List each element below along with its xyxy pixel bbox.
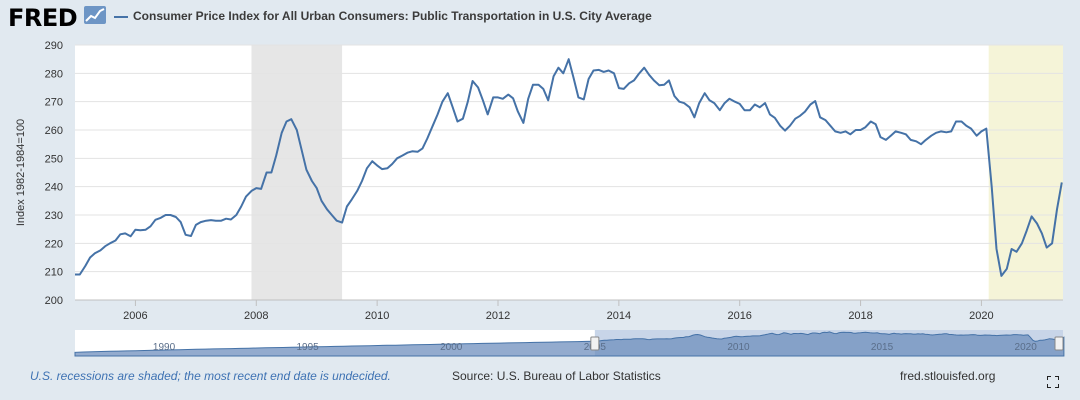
y-tick-label: 210 (45, 267, 63, 279)
chart-title: Consumer Price Index for All Urban Consu… (133, 9, 652, 23)
navigator-tick-label: 2000 (440, 342, 463, 353)
y-tick-label: 260 (45, 125, 63, 137)
y-tick-label: 280 (45, 68, 63, 80)
y-tick-label: 290 (45, 40, 63, 52)
y-axis-label: Index 1982-1984=100 (15, 119, 27, 226)
navigator-tick-label: 2015 (871, 342, 894, 353)
x-tick-label: 2010 (365, 310, 389, 322)
fullscreen-icon[interactable] (1047, 376, 1059, 388)
y-tick-label: 230 (45, 210, 63, 222)
y-tick-label: 200 (45, 295, 63, 307)
navigator-handle[interactable] (1054, 336, 1064, 351)
navigator-tick-label: 1995 (297, 342, 320, 353)
navigator[interactable]: 1990199520002005201020152020 (74, 330, 1065, 357)
y-tick-label: 220 (45, 238, 63, 250)
x-tick-label: 2006 (123, 310, 147, 322)
series-line (75, 58, 1063, 277)
x-tick-label: 2020 (969, 310, 993, 322)
navigator-series-area (74, 331, 1065, 357)
recession-note: U.S. recessions are shaded; the most rec… (30, 369, 391, 383)
y-tick-label: 270 (45, 97, 63, 109)
chart-header: FRED Consumer Price Index for All Urban … (0, 0, 1080, 36)
x-tick-label: 2014 (607, 310, 631, 322)
navigator-handle[interactable] (590, 336, 600, 351)
undecided-recession-band (988, 45, 1063, 300)
x-tick-label: 2018 (848, 310, 872, 322)
plot-background (75, 45, 1063, 300)
navigator-tick-label: 2020 (1015, 342, 1038, 353)
line-graph-icon (84, 6, 106, 24)
navigator-tick-label: 2010 (727, 342, 750, 353)
y-tick-label: 240 (45, 182, 63, 194)
chart-area[interactable]: 200 210 220 230 240 250 260 270 280 290 2006 2008 20… (0, 0, 1080, 365)
y-tick-label: 250 (45, 153, 63, 165)
source-credit: Source: U.S. Bureau of Labor Statistics (452, 369, 661, 383)
x-tick-label: 2008 (244, 310, 268, 322)
x-tick-label: 2016 (727, 310, 751, 322)
legend-series-swatch (114, 16, 128, 18)
fred-logo[interactable]: FRED (8, 4, 78, 32)
site-url[interactable]: fred.stlouisfed.org (900, 369, 996, 383)
recession-band (251, 45, 343, 300)
navigator-tick-label: 1990 (153, 342, 176, 353)
x-tick-label: 2012 (486, 310, 510, 322)
